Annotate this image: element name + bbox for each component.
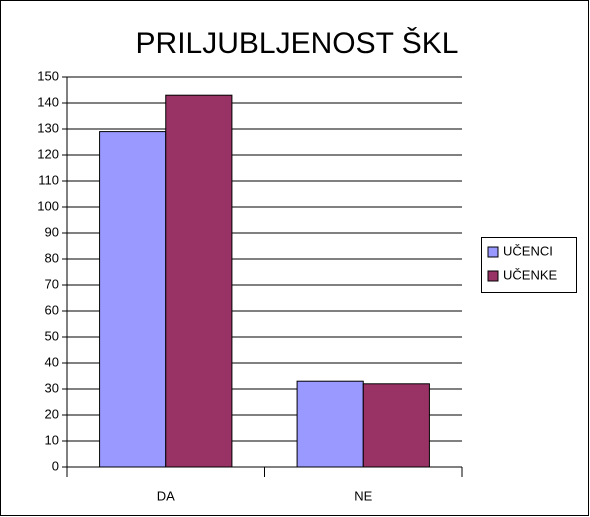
y-tick-label: 30 xyxy=(45,380,59,395)
legend-label: UČENKE xyxy=(503,267,558,282)
y-tick-label: 70 xyxy=(45,276,59,291)
y-tick-label: 90 xyxy=(45,224,59,239)
y-tick-label: 0 xyxy=(52,458,59,473)
y-tick-label: 130 xyxy=(37,120,59,135)
bar xyxy=(296,380,364,468)
bar xyxy=(99,131,167,468)
bar xyxy=(165,94,233,468)
x-tick-label: DA xyxy=(157,488,175,503)
y-tick-label: 50 xyxy=(45,328,59,343)
y-tick-label: 80 xyxy=(45,250,59,265)
y-tick-label: 120 xyxy=(37,146,59,161)
legend-box xyxy=(481,237,577,293)
y-tick-label: 40 xyxy=(45,354,59,369)
x-tick-label: NE xyxy=(354,488,372,503)
y-tick-label: 10 xyxy=(45,432,59,447)
y-tick-label: 100 xyxy=(37,198,59,213)
legend-swatch xyxy=(487,270,499,282)
y-tick-label: 20 xyxy=(45,406,59,421)
chart-title: PRILJUBLJENOST ŠKL xyxy=(136,26,459,60)
y-tick-label: 110 xyxy=(38,172,59,187)
legend-label: UČENCI xyxy=(503,243,553,258)
legend-swatch xyxy=(487,246,499,258)
y-tick-label: 150 xyxy=(37,68,59,83)
y-tick-label: 140 xyxy=(37,94,59,109)
y-tick-label: 60 xyxy=(45,302,59,317)
bar xyxy=(362,383,430,468)
